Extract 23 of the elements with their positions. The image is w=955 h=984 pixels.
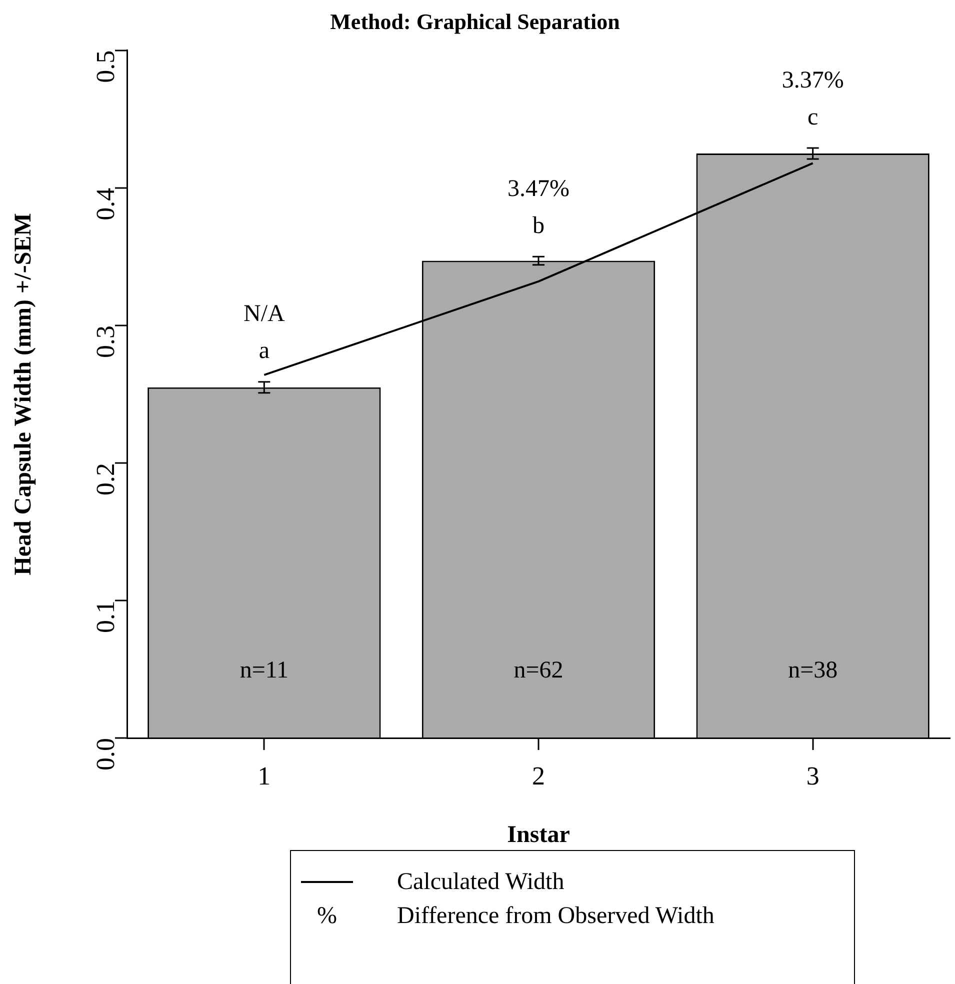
chart-title: Method: Graphical Separation bbox=[330, 8, 620, 34]
x-axis-title: Instar bbox=[507, 822, 570, 848]
annotation: 3.37% bbox=[782, 67, 844, 94]
x-tick-label: 3 bbox=[806, 761, 820, 790]
y-tick-label: 0.4 bbox=[90, 188, 120, 220]
annotation: n=38 bbox=[788, 657, 838, 684]
annotation: a bbox=[258, 338, 270, 364]
y-tick-label: 0.3 bbox=[90, 325, 120, 358]
annotation: n=11 bbox=[240, 657, 288, 684]
x-tick-label: 1 bbox=[258, 761, 271, 790]
annotation: N/A bbox=[243, 301, 286, 328]
annotation: n=62 bbox=[514, 657, 564, 684]
annotation: c bbox=[808, 104, 818, 130]
y-tick-label: 0.0 bbox=[90, 738, 120, 770]
annotation: b bbox=[532, 212, 544, 239]
text: % Difference from Observed Width bbox=[317, 902, 714, 928]
y-axis-title: Head Capsule Width (mm) +/-SEM bbox=[10, 213, 37, 576]
annotation: 3.47% bbox=[508, 176, 570, 202]
y-tick-label: 0.2 bbox=[90, 462, 120, 496]
y-tick-label: 0.1 bbox=[90, 600, 120, 633]
y-tick-label: 0.5 bbox=[90, 50, 120, 83]
legend-label: Calculated Width bbox=[397, 868, 564, 896]
x-tick-label: 2 bbox=[532, 761, 545, 790]
